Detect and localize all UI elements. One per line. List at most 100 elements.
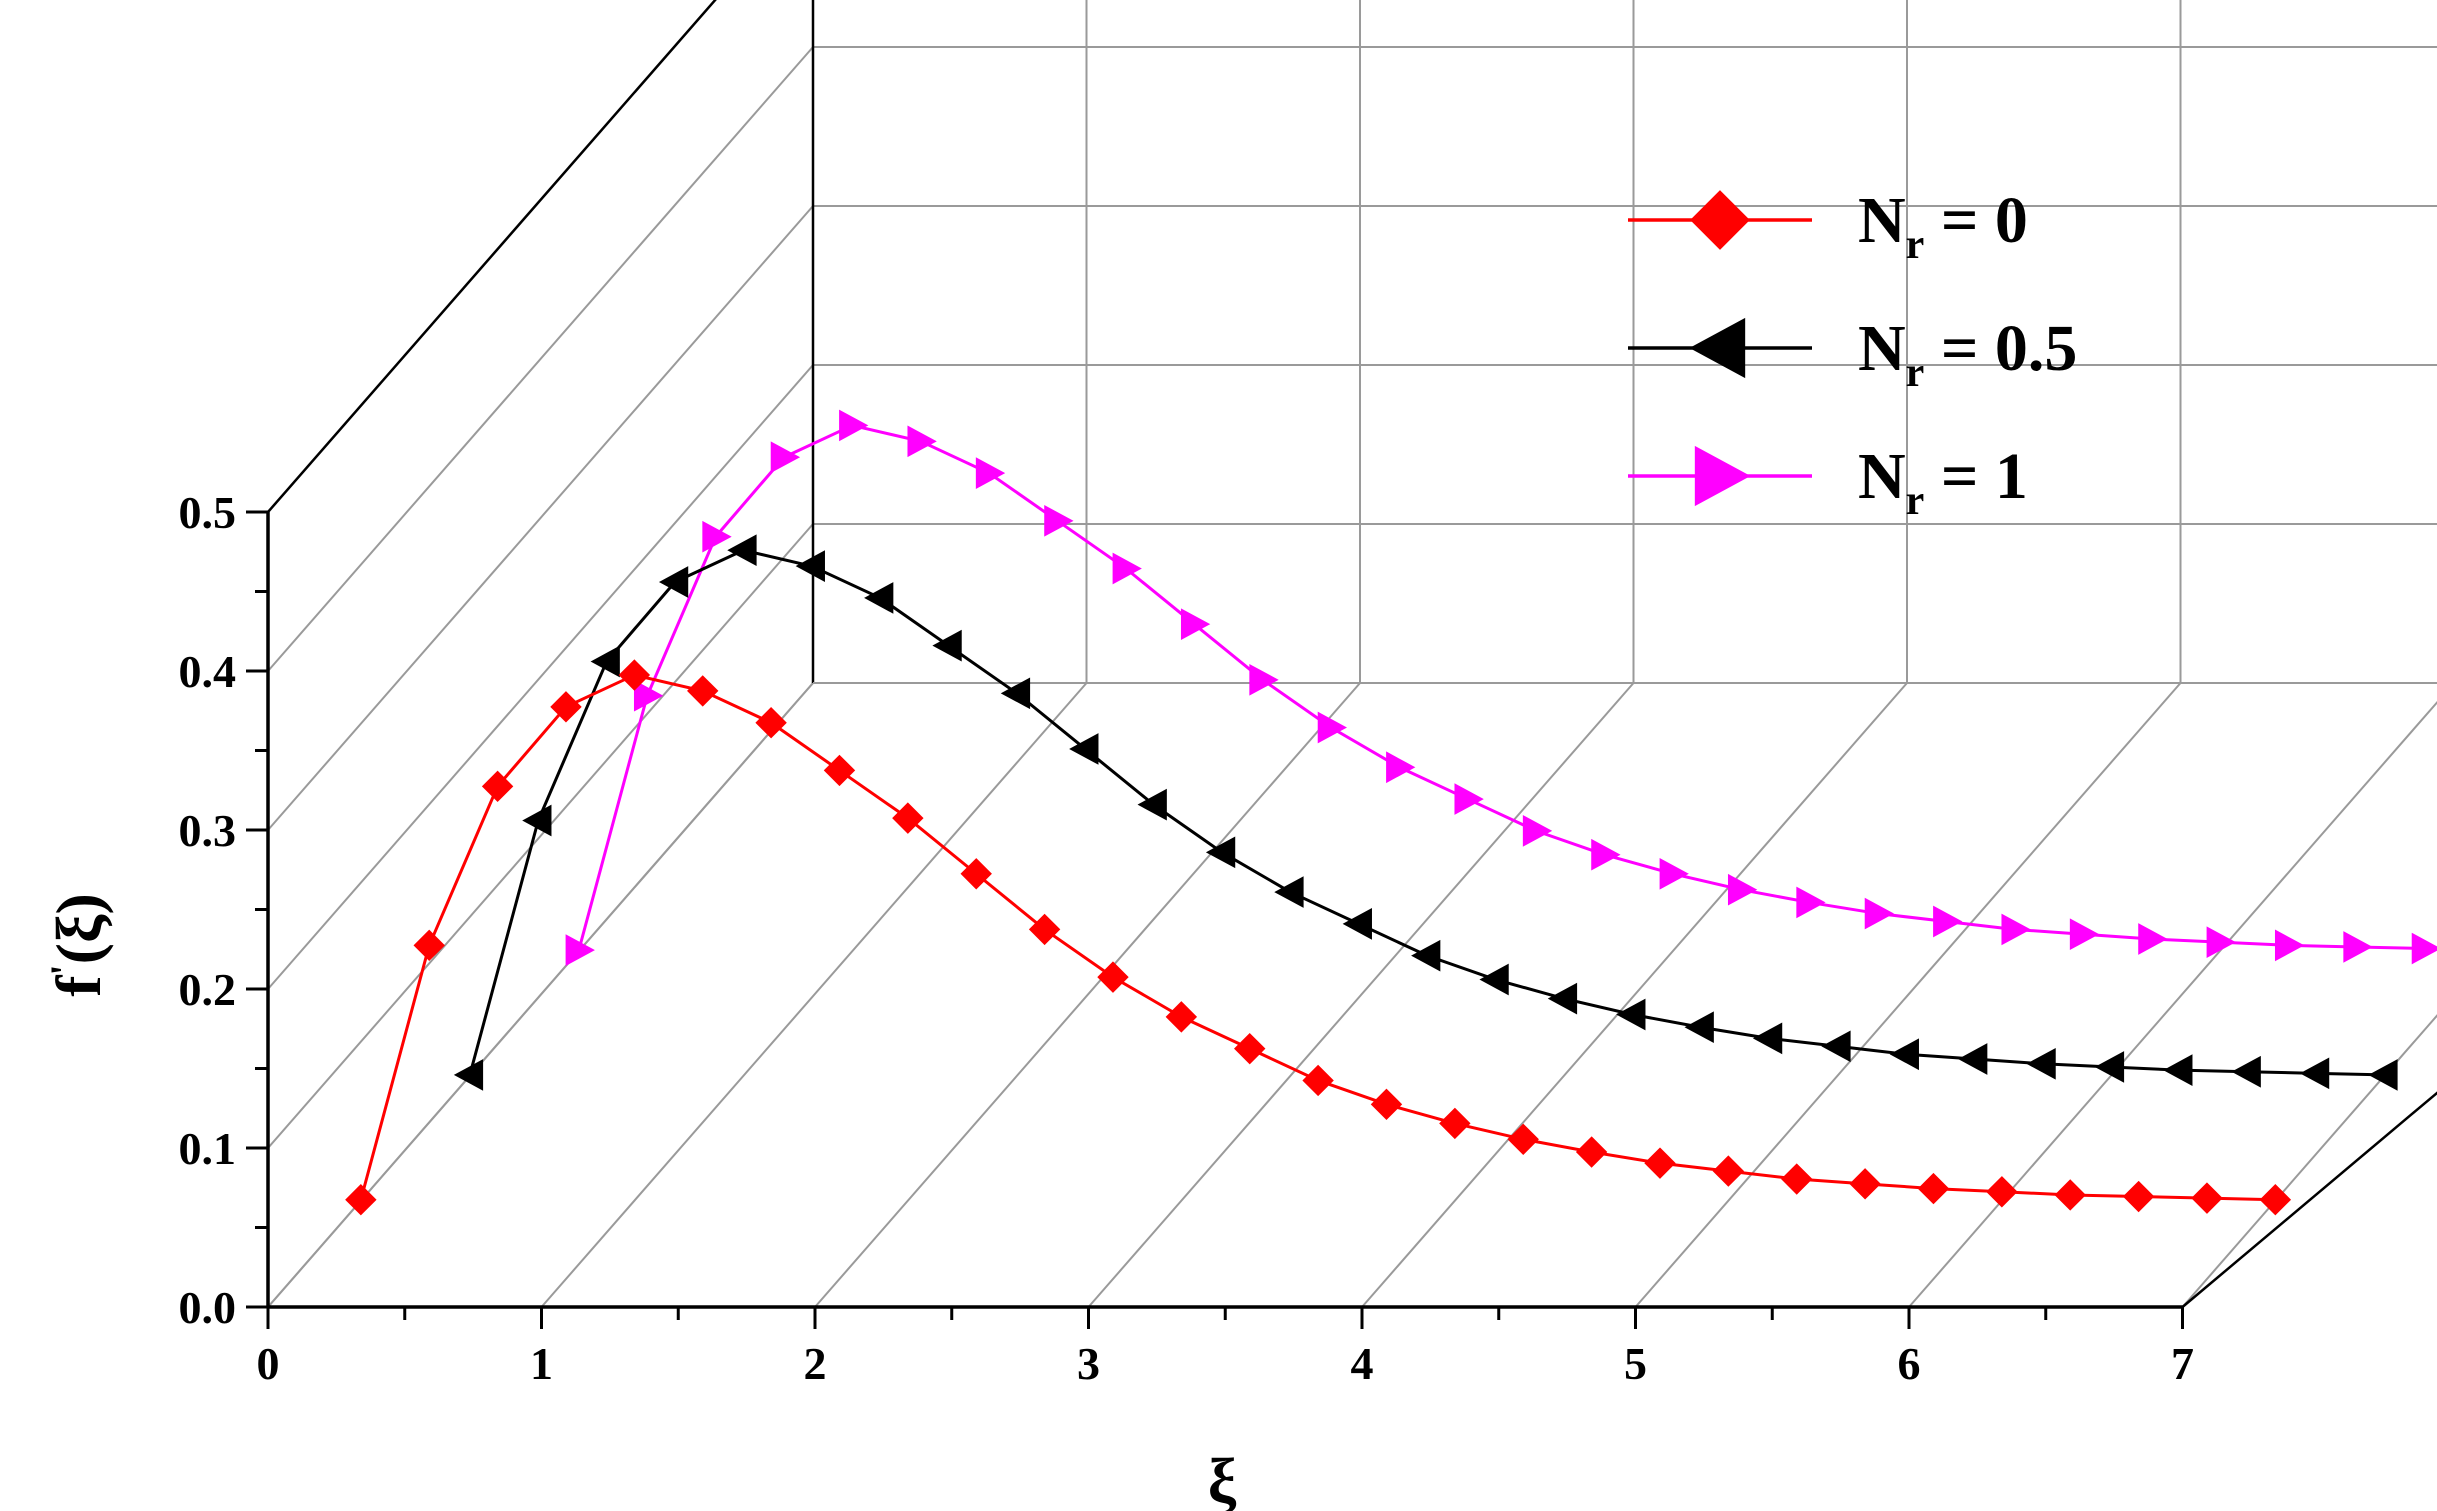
data-point	[1752, 1022, 1783, 1055]
data-point	[1069, 733, 1099, 765]
y-tick-label: 0.3	[179, 805, 237, 856]
data-point	[1000, 677, 1031, 710]
data-point	[2054, 1179, 2086, 1211]
data-point	[795, 550, 825, 582]
data-point	[1547, 982, 1578, 1015]
y-tick-label: 0.2	[179, 964, 237, 1015]
data-point	[1411, 939, 1441, 972]
legend-label: Nr = 0	[1858, 184, 2028, 268]
legend-item: Nr = 1	[1628, 440, 2028, 524]
x-tick-label: 7	[2171, 1338, 2194, 1389]
data-point	[522, 804, 552, 837]
data-point	[932, 629, 962, 662]
y-tick-label: 0.0	[179, 1282, 237, 1333]
legend-label: Nr = 0.5	[1858, 312, 2077, 396]
data-point	[2259, 1184, 2292, 1216]
data-point	[481, 770, 514, 803]
legend-label: Nr = 1	[1858, 440, 2028, 524]
data-point	[1889, 1038, 1919, 1071]
legend: Nr = 0 Nr = 0.5 Nr = 1	[1628, 184, 2077, 524]
x-tick-label: 0	[257, 1338, 280, 1389]
left-wall-grid	[267, 205, 814, 831]
data-point	[1616, 998, 1646, 1031]
data-point	[864, 582, 894, 614]
data-point	[345, 1184, 377, 1216]
y-tick-label: 0.5	[179, 487, 237, 538]
left-wall-grid	[267, 523, 814, 1149]
data-point	[590, 645, 620, 678]
legend-item: Nr = 0.5	[1628, 312, 2077, 396]
y-axis-title-main: f	[43, 975, 114, 997]
svg-text:f'(ξ): f'(ξ)	[42, 893, 114, 997]
y-axis-title-prime: '	[42, 964, 87, 975]
legend-marker	[1694, 445, 1751, 507]
series-2	[565, 409, 2437, 966]
x-tick-label: 5	[1624, 1338, 1647, 1389]
floor-grid	[814, 682, 1361, 1308]
data-point	[1933, 905, 1963, 938]
floor-grid	[267, 682, 814, 1308]
data-point	[618, 659, 651, 691]
data-point	[907, 425, 937, 458]
data-point	[1317, 711, 1348, 744]
data-point	[413, 929, 445, 962]
data-point	[1249, 663, 1279, 696]
series-0	[345, 659, 2292, 1216]
x-axis-title: ξ	[1208, 1445, 1237, 1511]
data-point	[975, 457, 1006, 489]
data-point	[1205, 836, 1236, 869]
data-point	[1342, 908, 1372, 940]
y-tick-label: 0.4	[179, 646, 237, 697]
data-point	[1712, 1155, 1745, 1187]
series-1	[453, 534, 2398, 1091]
data-point	[1591, 838, 1621, 871]
data-point	[1097, 961, 1129, 993]
y-axis-title-arg: (ξ)	[43, 893, 114, 964]
series-line	[577, 423, 2437, 951]
data-point	[727, 534, 757, 567]
left-wall-grid	[267, 0, 717, 513]
data-point	[687, 675, 719, 707]
floor-grid	[1361, 682, 1908, 1308]
data-point	[960, 858, 992, 890]
frame-layer	[267, 0, 2437, 1308]
data-point	[1507, 1123, 1539, 1156]
data-point	[565, 934, 595, 966]
data-point	[633, 679, 664, 712]
series-layer	[345, 409, 2437, 1216]
data-point	[892, 802, 924, 834]
x-tick-label: 6	[1898, 1338, 1921, 1389]
frame-top-left-edge	[267, 0, 717, 513]
floor-grid	[540, 682, 1088, 1308]
series-line	[359, 673, 2276, 1202]
data-point	[823, 754, 856, 787]
data-point	[1781, 1163, 1813, 1195]
x-tick-label: 4	[1351, 1338, 1374, 1389]
legend-item: Nr = 0	[1628, 184, 2028, 268]
data-point	[2206, 926, 2236, 959]
data-point	[1165, 1001, 1198, 1033]
data-point	[2411, 932, 2437, 965]
frame-floor-right-edge	[2181, 1091, 2437, 1308]
floor-grid	[2181, 1014, 2437, 1308]
data-point	[1274, 876, 1304, 908]
data-point	[1112, 552, 1142, 585]
floor-grid	[1634, 682, 2182, 1308]
data-point	[755, 707, 787, 739]
legend-marker	[1689, 317, 1746, 379]
data-point	[1821, 1030, 1851, 1063]
y-tick-label: 0.1	[179, 1123, 237, 1174]
floor-grid	[1087, 682, 1635, 1308]
data-point	[2343, 931, 2373, 963]
data-point	[2094, 1051, 2125, 1083]
grid-layer	[267, 0, 2437, 1308]
data-point	[839, 409, 869, 442]
data-point	[702, 520, 732, 553]
floor-grid	[1908, 700, 2437, 1308]
data-point	[770, 441, 801, 474]
data-point	[2299, 1057, 2330, 1090]
axis-layer: 0 1 2 3 4 5 6 7 0.0 0.1 0.2 0.3 0.4 0.5	[179, 487, 2195, 1389]
data-point	[1958, 1043, 1988, 1075]
data-point	[2026, 1047, 2056, 1080]
